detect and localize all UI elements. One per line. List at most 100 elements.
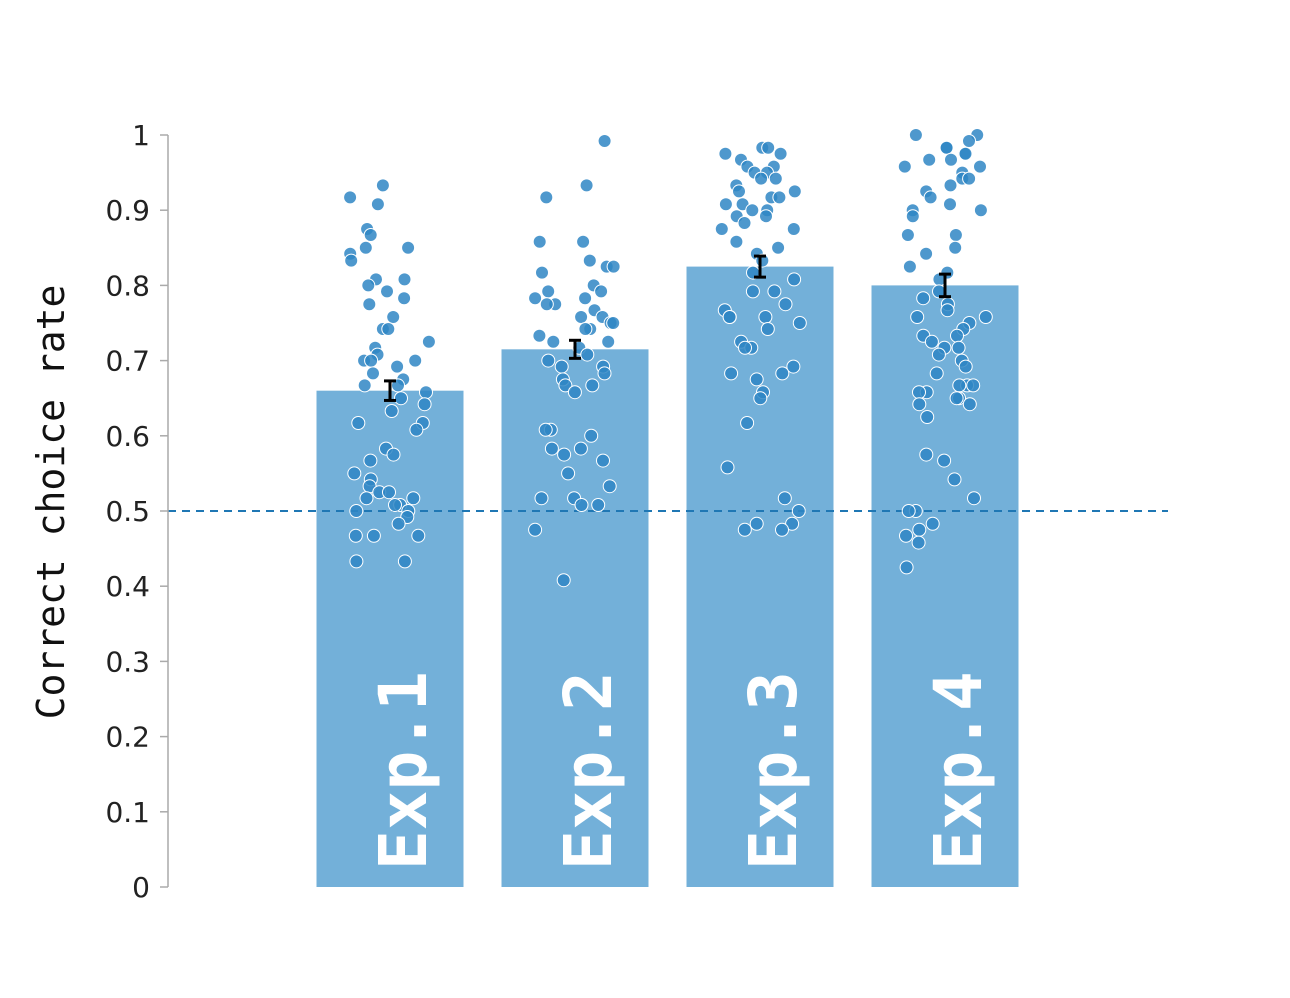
y-tick-label: 0.9 xyxy=(105,194,150,227)
data-point xyxy=(787,272,802,287)
data-point xyxy=(899,528,913,543)
data-point xyxy=(386,310,401,324)
data-point xyxy=(366,366,380,381)
data-point xyxy=(745,203,760,218)
data-point xyxy=(535,265,549,280)
data-point xyxy=(910,310,925,324)
data-point xyxy=(411,528,426,543)
data-point xyxy=(925,516,940,531)
error-bars xyxy=(384,254,951,402)
data-point xyxy=(406,491,421,506)
data-point xyxy=(718,197,733,212)
data-point xyxy=(791,504,806,518)
data-point xyxy=(973,203,988,218)
data-point xyxy=(579,178,594,193)
data-point xyxy=(912,385,926,400)
data-point xyxy=(949,391,964,406)
data-point xyxy=(380,284,394,299)
data-point xyxy=(567,385,582,400)
data-point xyxy=(573,441,588,456)
data-point xyxy=(544,441,559,456)
data-point xyxy=(421,334,436,349)
data-point xyxy=(558,378,573,393)
data-point xyxy=(962,134,976,148)
data-point xyxy=(973,159,987,174)
data-point xyxy=(919,246,934,261)
data-point xyxy=(606,259,621,274)
data-point xyxy=(929,366,944,381)
data-point xyxy=(718,146,733,161)
data-point xyxy=(532,328,547,343)
data-point xyxy=(943,178,958,193)
data-point xyxy=(958,146,973,161)
data-point xyxy=(391,516,406,531)
data-point xyxy=(722,310,737,324)
data-point xyxy=(394,391,408,406)
data-point xyxy=(958,359,973,374)
data-point xyxy=(773,146,788,161)
bar-label: Exp.4 xyxy=(920,671,997,870)
data-point xyxy=(390,359,405,374)
y-tick-label: 0.8 xyxy=(105,269,150,302)
data-point xyxy=(978,310,993,324)
data-point xyxy=(947,472,962,487)
data-point xyxy=(594,284,609,299)
data-point xyxy=(940,303,955,318)
data-point xyxy=(382,485,396,500)
data-points xyxy=(343,128,993,588)
data-point xyxy=(920,410,935,424)
data-point xyxy=(388,498,402,512)
data-point xyxy=(729,234,744,249)
data-point xyxy=(561,466,576,481)
data-point xyxy=(775,522,789,537)
data-point xyxy=(397,554,412,569)
data-point xyxy=(534,491,549,506)
data-point xyxy=(749,372,764,387)
data-point xyxy=(778,297,793,312)
y-axis-label: Correct choice rate xyxy=(29,285,73,720)
bar-label: Exp.1 xyxy=(365,671,442,870)
data-point xyxy=(538,422,553,437)
y-tick-label: 0.3 xyxy=(105,645,150,678)
data-point xyxy=(943,197,957,212)
data-point xyxy=(584,428,599,443)
data-point xyxy=(758,310,773,324)
data-point xyxy=(386,447,401,462)
data-point xyxy=(397,291,412,306)
data-point xyxy=(366,528,381,543)
data-point xyxy=(546,334,561,349)
data-point xyxy=(737,216,752,230)
data-point xyxy=(749,516,764,531)
data-point xyxy=(962,171,977,186)
data-point xyxy=(381,322,396,336)
data-point xyxy=(944,152,958,167)
data-point xyxy=(539,297,554,312)
data-point xyxy=(358,240,373,255)
data-point xyxy=(720,460,735,475)
data-point xyxy=(419,385,433,400)
y-tick-label: 0.1 xyxy=(105,796,150,829)
data-point xyxy=(966,378,981,393)
data-point xyxy=(596,453,610,468)
data-point xyxy=(937,453,952,468)
data-point xyxy=(349,554,364,569)
data-point xyxy=(539,190,554,205)
bar xyxy=(871,285,1019,887)
data-point xyxy=(363,453,378,468)
data-point xyxy=(912,397,927,412)
data-point xyxy=(922,152,937,167)
bar xyxy=(501,349,649,887)
data-point xyxy=(532,234,547,249)
data-point xyxy=(541,284,556,299)
data-point xyxy=(578,291,593,306)
data-point xyxy=(601,334,616,349)
data-point xyxy=(759,209,773,224)
data-point xyxy=(576,234,591,249)
data-point xyxy=(556,573,571,588)
data-point xyxy=(606,316,621,330)
data-point xyxy=(362,297,377,312)
data-point xyxy=(924,334,939,349)
y-tick-label: 1 xyxy=(132,119,150,152)
data-point xyxy=(361,278,376,293)
data-point xyxy=(760,322,775,336)
